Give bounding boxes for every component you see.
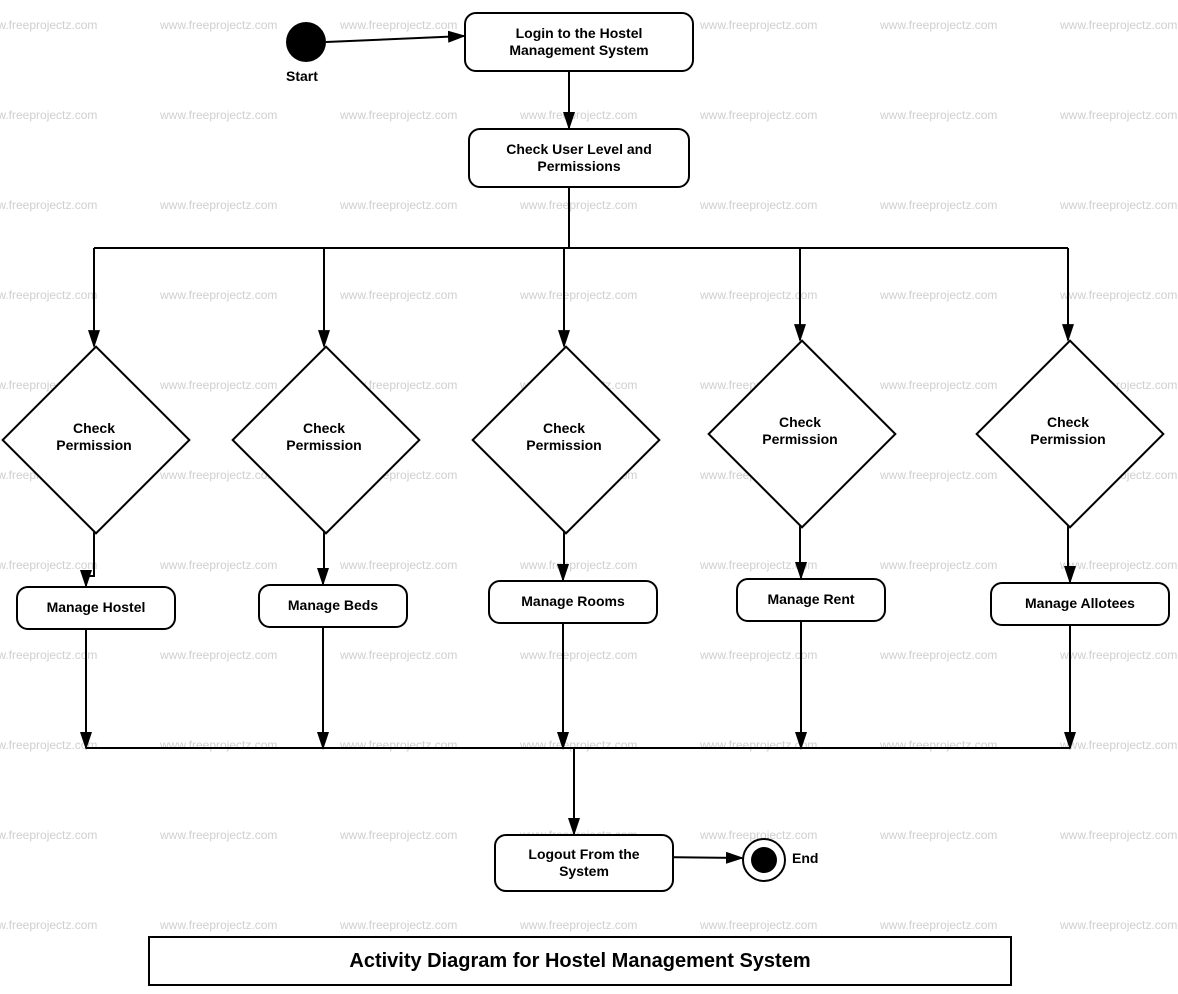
start-node <box>286 22 326 62</box>
manage-beds-box: Manage Beds <box>258 584 408 628</box>
manage-rent-box: Manage Rent <box>736 578 886 622</box>
check-level-box: Check User Level and Permissions <box>468 128 690 188</box>
end-label: End <box>792 850 818 866</box>
decision-3 <box>471 345 661 535</box>
manage-rooms-box: Manage Rooms <box>488 580 658 624</box>
logout-box: Logout From the System <box>494 834 674 892</box>
end-node <box>742 838 786 882</box>
decision-5 <box>975 339 1165 529</box>
manage-hostel-box: Manage Hostel <box>16 586 176 630</box>
diagram-title: Activity Diagram for Hostel Management S… <box>148 936 1012 986</box>
decision-1 <box>1 345 191 535</box>
decision-4 <box>707 339 897 529</box>
decision-2 <box>231 345 421 535</box>
start-label: Start <box>286 68 318 84</box>
diagram-layer: Start Login to the Hostel Management Sys… <box>0 0 1178 994</box>
login-box: Login to the Hostel Management System <box>464 12 694 72</box>
manage-allotees-box: Manage Allotees <box>990 582 1170 626</box>
